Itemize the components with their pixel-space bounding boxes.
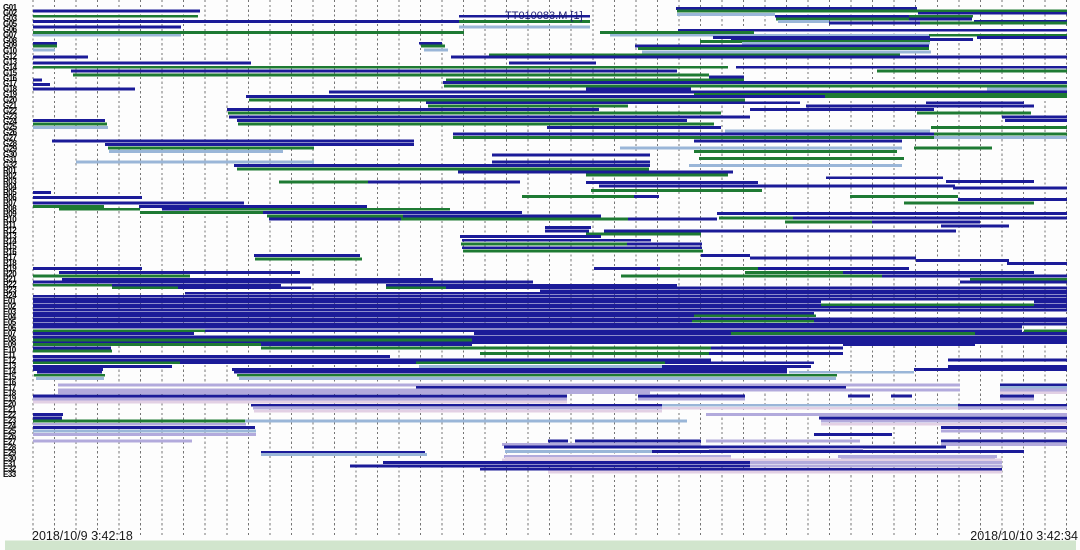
svg-text:2018/10/10 3:42:34: 2018/10/10 3:42:34: [970, 529, 1078, 543]
svg-text:R19: R19: [3, 264, 17, 273]
svg-text:E19: E19: [3, 394, 17, 403]
svg-text:E05: E05: [3, 318, 17, 327]
svg-text:E24: E24: [3, 421, 17, 430]
svg-text:E32: E32: [3, 465, 17, 474]
svg-text:E26: E26: [3, 432, 17, 441]
svg-text:R13: R13: [3, 231, 17, 240]
svg-text:G24: G24: [3, 117, 18, 126]
svg-text:G07: G07: [3, 30, 18, 39]
svg-text:E31: E31: [3, 459, 17, 468]
svg-text:G14: G14: [3, 63, 18, 72]
svg-text:G08: G08: [3, 36, 18, 45]
svg-text:E27: E27: [3, 438, 17, 447]
svg-text:E14: E14: [3, 367, 17, 376]
svg-text:R07: R07: [3, 199, 17, 208]
svg-text:G23: G23: [3, 112, 18, 121]
svg-text:E03: E03: [3, 307, 17, 316]
svg-text:G12: G12: [3, 52, 18, 61]
svg-text:G30: G30: [3, 150, 18, 159]
svg-text:E11: E11: [3, 351, 16, 360]
svg-text:G32: G32: [3, 161, 18, 170]
svg-text:G16: G16: [3, 74, 18, 83]
svg-text:R24: R24: [3, 291, 17, 300]
svg-text:E09: E09: [3, 340, 17, 349]
svg-text:G10: G10: [3, 47, 18, 56]
svg-text:G05: G05: [3, 20, 18, 29]
svg-text:E29: E29: [3, 449, 17, 458]
svg-text:R11: R11: [3, 220, 17, 229]
svg-text:2018/10/9 3:42:18: 2018/10/9 3:42:18: [32, 529, 133, 543]
svg-text:E20: E20: [3, 400, 17, 409]
svg-text:G29: G29: [3, 144, 18, 153]
svg-text:E13: E13: [3, 362, 17, 371]
svg-text:R22: R22: [3, 280, 17, 289]
svg-text:E07: E07: [3, 329, 17, 338]
svg-text:E15: E15: [3, 372, 17, 381]
svg-text:G01: G01: [3, 3, 18, 12]
svg-text:G25: G25: [3, 123, 18, 132]
svg-text:G22: G22: [3, 106, 18, 115]
svg-text:E18: E18: [3, 389, 17, 398]
svg-text:E25: E25: [3, 427, 17, 436]
svg-text:G28: G28: [3, 139, 18, 148]
svg-text:R09: R09: [3, 210, 17, 219]
svg-text:R17: R17: [3, 253, 17, 262]
svg-text:G31: G31: [3, 155, 18, 164]
svg-text:E33: E33: [3, 470, 17, 479]
svg-text:R02: R02: [3, 172, 17, 181]
svg-text:E04: E04: [3, 313, 17, 322]
svg-text:R20: R20: [3, 269, 17, 278]
svg-text:G17: G17: [3, 79, 18, 88]
svg-text:G20: G20: [3, 96, 18, 105]
svg-text:E06: E06: [3, 324, 17, 333]
svg-text:R23: R23: [3, 286, 17, 295]
svg-text:R14: R14: [3, 237, 17, 246]
svg-text:R18: R18: [3, 258, 17, 267]
svg-text:G19: G19: [3, 90, 18, 99]
svg-text:E30: E30: [3, 454, 17, 463]
svg-text:G26: G26: [3, 128, 18, 137]
svg-text:R15: R15: [3, 242, 17, 251]
svg-text:E23: E23: [3, 416, 17, 425]
svg-text:G21: G21: [3, 101, 18, 110]
svg-text:R21: R21: [3, 275, 17, 284]
svg-text:TT010083.M [1]: TT010083.M [1]: [505, 10, 583, 22]
svg-text:E16: E16: [3, 378, 17, 387]
svg-text:E28: E28: [3, 443, 17, 452]
svg-text:E10: E10: [3, 345, 17, 354]
svg-text:G27: G27: [3, 134, 18, 143]
svg-text:R16: R16: [3, 248, 17, 257]
svg-text:E01: E01: [3, 296, 17, 305]
svg-text:R05: R05: [3, 188, 17, 197]
svg-text:R08: R08: [3, 204, 17, 213]
svg-text:E22: E22: [3, 410, 17, 419]
svg-text:R12: R12: [3, 226, 17, 235]
svg-text:R06: R06: [3, 193, 17, 202]
svg-text:E08: E08: [3, 334, 17, 343]
svg-text:E21: E21: [3, 405, 17, 414]
svg-text:G09: G09: [3, 41, 18, 50]
svg-text:G06: G06: [3, 25, 18, 34]
svg-text:G02: G02: [3, 9, 18, 18]
svg-text:R03: R03: [3, 177, 17, 186]
svg-text:R01: R01: [3, 166, 17, 175]
svg-text:R04: R04: [3, 182, 17, 191]
svg-text:E17: E17: [3, 383, 17, 392]
svg-text:G03: G03: [3, 14, 18, 23]
svg-text:G18: G18: [3, 85, 18, 94]
svg-text:G13: G13: [3, 58, 18, 67]
svg-text:E02: E02: [3, 302, 17, 311]
svg-text:G15: G15: [3, 68, 18, 77]
svg-text:R10: R10: [3, 215, 17, 224]
svg-text:E12: E12: [3, 356, 17, 365]
